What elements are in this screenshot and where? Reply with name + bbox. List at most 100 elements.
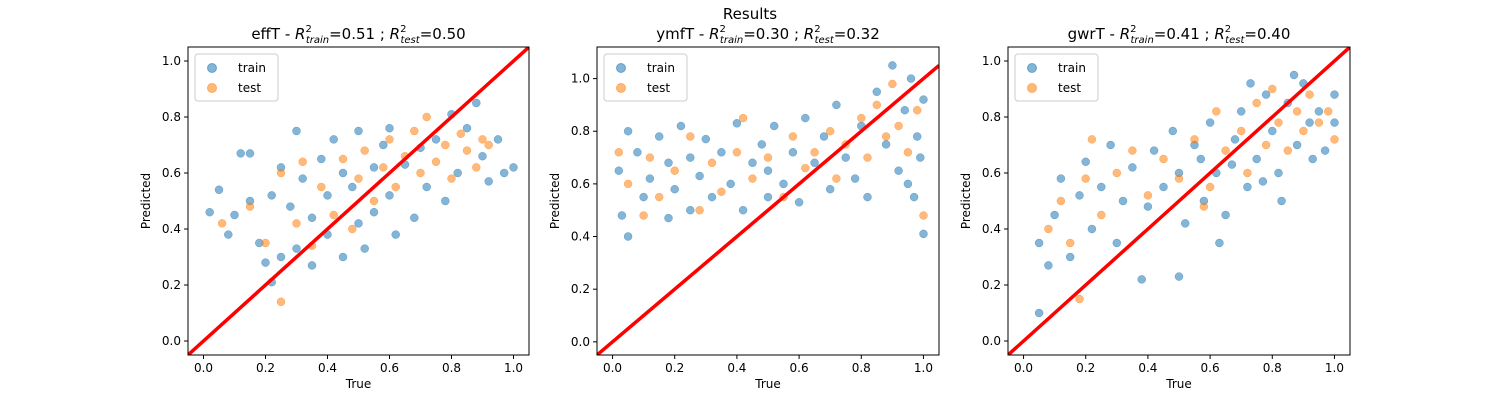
point-train-16 <box>1149 146 1159 155</box>
x-tick-label: 1.0 <box>1325 361 1344 375</box>
point-train-4 <box>633 148 642 157</box>
y-tick-label: 0.8 <box>571 124 590 138</box>
point-train-0 <box>1034 308 1044 318</box>
point-train-45 <box>1258 177 1268 186</box>
point-train-38 <box>1314 107 1324 116</box>
point-test-15 <box>1236 126 1246 136</box>
point-test-25 <box>888 79 897 89</box>
point-test-9 <box>1159 154 1168 164</box>
point-train-41 <box>894 166 903 175</box>
point-test-11 <box>348 224 357 234</box>
point-train-23 <box>763 192 773 202</box>
point-train-22 <box>757 140 767 149</box>
point-train-30 <box>369 207 379 217</box>
point-test-17 <box>810 148 819 157</box>
point-test-25 <box>456 129 466 139</box>
x-tick-label: 0.8 <box>442 361 461 375</box>
point-train-5 <box>1065 252 1075 262</box>
point-train-16 <box>707 192 717 202</box>
point-test-19 <box>832 174 841 183</box>
legend: train test <box>194 53 279 102</box>
y-tick-label: 0.0 <box>982 334 1001 348</box>
point-test-27 <box>1330 135 1339 144</box>
point-train-44 <box>909 192 919 202</box>
point-train-37 <box>863 192 872 202</box>
point-train-15 <box>292 244 301 253</box>
reference-line <box>597 64 939 355</box>
point-train-32 <box>825 184 835 194</box>
point-test-27 <box>903 148 913 157</box>
point-test-21 <box>1283 146 1293 155</box>
point-train-27 <box>1230 135 1240 144</box>
plot-area <box>1008 47 1350 355</box>
series-train <box>205 98 518 287</box>
point-train-31 <box>1261 90 1271 99</box>
point-test-27 <box>472 163 481 172</box>
point-test-18 <box>825 126 835 136</box>
point-train-20 <box>323 191 332 200</box>
point-test-0 <box>1044 224 1053 234</box>
point-train-7 <box>654 132 664 141</box>
point-test-2 <box>639 211 648 220</box>
legend-marker-train <box>616 63 626 73</box>
point-train-14 <box>292 126 301 136</box>
point-train-31 <box>819 132 829 141</box>
point-test-17 <box>391 182 400 192</box>
x-tick-label: 0.4 <box>318 361 337 375</box>
point-train-39 <box>431 135 441 144</box>
point-train-38 <box>422 182 431 192</box>
legend-label-train: train <box>647 61 675 75</box>
x-axis-label: True <box>754 377 781 391</box>
point-train-26 <box>354 126 363 136</box>
point-test-2 <box>261 238 270 248</box>
point-test-28 <box>478 135 487 144</box>
point-train-20 <box>738 205 748 215</box>
point-test-10 <box>338 154 348 164</box>
y-axis-label: Predicted <box>959 173 973 229</box>
point-train-27 <box>788 148 798 157</box>
point-train-41 <box>1330 90 1339 99</box>
point-test-8 <box>1143 191 1153 200</box>
point-train-8 <box>261 258 270 267</box>
point-test-3 <box>276 297 286 307</box>
point-test-12 <box>1205 182 1215 192</box>
subplot-1: 0.0 0.2 0.4 0.6 0.8 1.0 0.0 0.2 0.4 0.6 0.8 1.0 True… <box>139 24 530 391</box>
point-test-5 <box>292 219 301 228</box>
point-test-8 <box>317 182 326 192</box>
point-train-3 <box>623 232 633 241</box>
point-train-29 <box>369 163 379 172</box>
y-tick-label: 1.0 <box>982 54 1001 68</box>
series-train <box>1034 70 1339 318</box>
y-tick-label: 1.0 <box>162 54 181 68</box>
series-test <box>1044 84 1339 304</box>
y-tick-label: 0.4 <box>162 222 181 236</box>
y-tick-label: 0.2 <box>571 282 590 296</box>
point-train-10 <box>670 184 679 194</box>
point-train-8 <box>1087 224 1097 234</box>
x-tick-label: 0.0 <box>1014 361 1033 375</box>
point-train-11 <box>1112 238 1122 248</box>
x-tick-label: 0.0 <box>603 361 622 375</box>
point-train-46 <box>919 229 928 239</box>
x-tick-label: 0.8 <box>1263 361 1282 375</box>
point-train-45 <box>478 151 487 161</box>
point-train-11 <box>676 121 686 131</box>
point-train-22 <box>329 135 338 144</box>
point-test-22 <box>431 157 441 167</box>
x-tick-label: 0.6 <box>790 361 809 375</box>
point-train-24 <box>763 166 773 175</box>
point-train-47 <box>919 95 928 104</box>
point-test-19 <box>410 126 419 136</box>
point-test-4 <box>654 192 664 202</box>
point-train-19 <box>732 119 742 128</box>
y-tick-label: 0.8 <box>162 110 181 124</box>
point-train-39 <box>881 140 891 149</box>
legend-marker-test <box>1027 83 1037 93</box>
point-test-11 <box>738 113 748 123</box>
y-axis-label: Predicted <box>139 173 153 229</box>
point-train-6 <box>645 174 655 183</box>
point-train-15 <box>1143 202 1153 211</box>
legend: train test <box>1014 53 1099 102</box>
point-test-21 <box>422 112 431 122</box>
point-train-44 <box>472 98 481 108</box>
